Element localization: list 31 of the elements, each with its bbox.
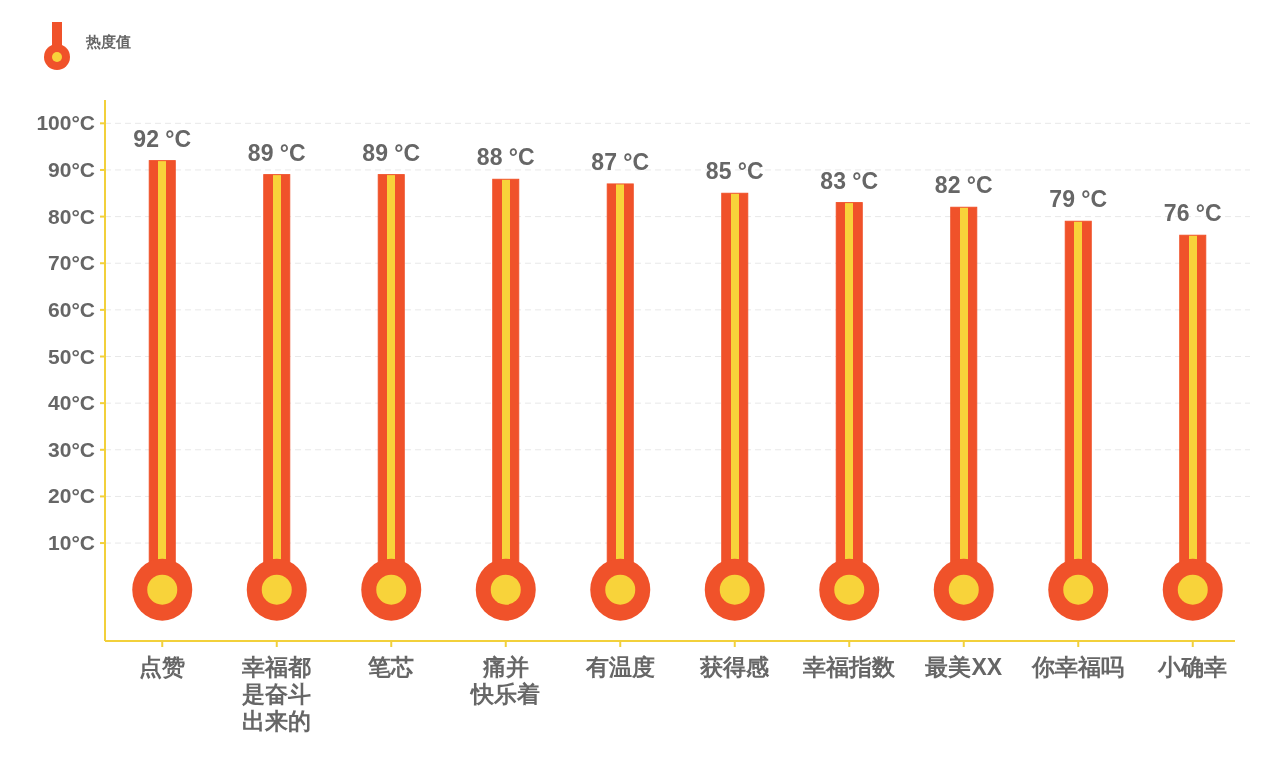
ytick: 10°C bbox=[48, 531, 95, 555]
value-label: 83 °C bbox=[820, 167, 879, 194]
legend-label: 热度值 bbox=[86, 33, 131, 50]
value-label: 89 °C bbox=[247, 139, 306, 166]
value-label: 89 °C bbox=[362, 139, 421, 166]
ytick: 100°C bbox=[36, 111, 95, 135]
value-label: 82 °C bbox=[934, 172, 993, 199]
ytick: 70°C bbox=[48, 251, 95, 275]
category: 点赞 bbox=[139, 654, 186, 680]
ytick: 20°C bbox=[48, 484, 95, 508]
value-label: 79 °C bbox=[1049, 186, 1108, 213]
category: 幸福都是奋斗出来的 bbox=[242, 654, 312, 734]
category: 笔芯 bbox=[368, 654, 415, 680]
value-label: 92 °C bbox=[133, 125, 192, 152]
value-label: 76 °C bbox=[1163, 200, 1222, 227]
category: 幸福指数 bbox=[803, 654, 896, 680]
category: 痛并快乐着 bbox=[471, 654, 541, 707]
ytick: 80°C bbox=[48, 204, 95, 228]
ytick: 90°C bbox=[48, 157, 95, 181]
value-label: 87 °C bbox=[591, 148, 650, 175]
category: 有温度 bbox=[585, 654, 655, 680]
ytick: 30°C bbox=[48, 437, 95, 461]
ytick: 40°C bbox=[48, 391, 95, 415]
category: 小确幸 bbox=[1158, 654, 1228, 680]
category: 你幸福吗 bbox=[1032, 654, 1125, 680]
category: 最美XX bbox=[925, 654, 1003, 680]
category: 获得感 bbox=[700, 654, 770, 680]
value-label: 88 °C bbox=[476, 144, 535, 171]
ytick: 50°C bbox=[48, 344, 95, 368]
ytick: 60°C bbox=[48, 297, 95, 321]
value-label: 85 °C bbox=[705, 158, 764, 185]
